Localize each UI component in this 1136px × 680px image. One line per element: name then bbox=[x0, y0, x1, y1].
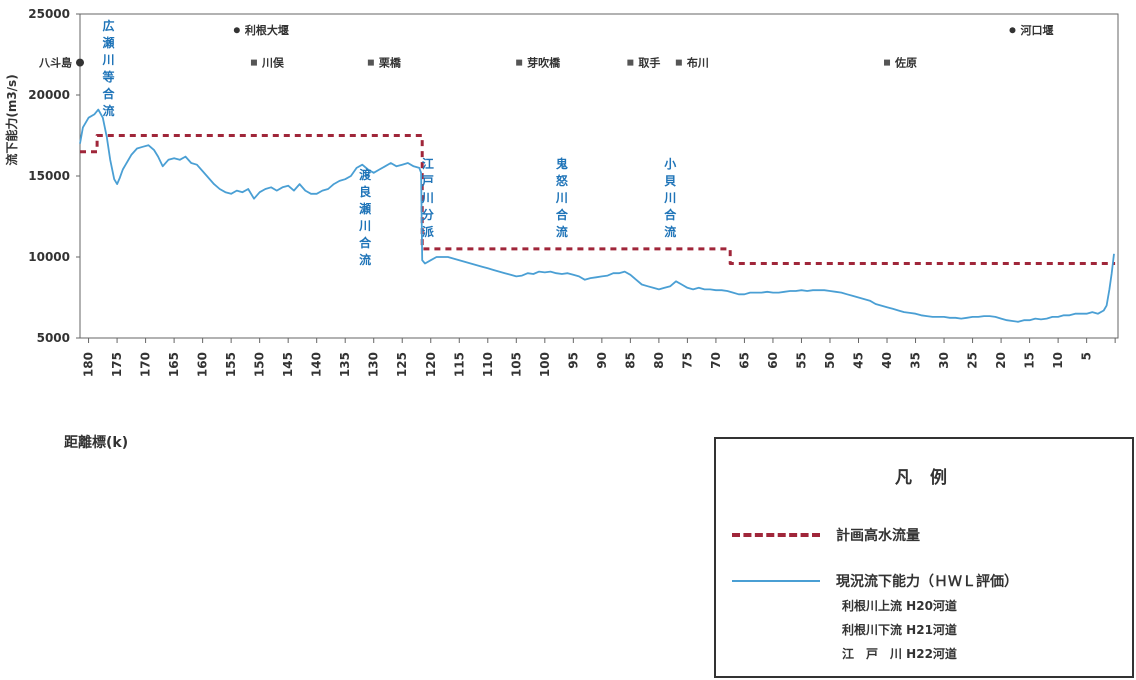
station-marker-circle bbox=[76, 58, 84, 67]
x-tick-label: 40 bbox=[880, 352, 894, 369]
x-tick-label: 5 bbox=[1080, 352, 1094, 360]
station-label: 八斗島 bbox=[38, 56, 72, 70]
confluence-annotation: 小貝川合流 bbox=[663, 156, 677, 239]
x-tick-label: 180 bbox=[82, 352, 96, 377]
x-tick-label: 155 bbox=[224, 352, 238, 377]
series-current-capacity bbox=[79, 108, 1115, 323]
x-tick-label: 115 bbox=[452, 352, 466, 377]
x-tick-label: 75 bbox=[680, 352, 694, 369]
y-tick-label: 25000 bbox=[28, 7, 70, 21]
x-tick-label: 90 bbox=[595, 352, 609, 369]
station-label: 利根大堰 bbox=[245, 23, 289, 37]
x-tick-label: 145 bbox=[281, 352, 295, 377]
legend-title: 凡 例 bbox=[895, 468, 953, 488]
station-label: 佐原 bbox=[894, 56, 917, 70]
y-axis-title: 流下能力(m3/s) bbox=[4, 74, 19, 165]
y-tick-label: 20000 bbox=[28, 88, 70, 102]
x-tick-label: 35 bbox=[909, 352, 923, 369]
legend-current-swatch bbox=[732, 580, 820, 582]
confluence-annotation: 江戸川分派 bbox=[421, 156, 435, 239]
flow-capacity-chart: 5000 10000 15000 20000 25000 流下能力(m3/s) 180 175… bbox=[4, 7, 1119, 377]
station-marker-square bbox=[516, 59, 523, 66]
x-tick-label: 60 bbox=[766, 352, 780, 369]
station-marker-square bbox=[627, 59, 634, 66]
x-tick-label: 55 bbox=[794, 352, 808, 369]
legend-item-planned: 計画高水流量 bbox=[732, 525, 1132, 545]
x-tick-label: 165 bbox=[167, 352, 181, 377]
x-tick-label: 105 bbox=[509, 352, 523, 377]
x-tick-label: 95 bbox=[566, 352, 580, 369]
x-tick-label: 175 bbox=[110, 352, 124, 377]
x-tick-label: 15 bbox=[1023, 352, 1037, 369]
x-tick-label: 135 bbox=[338, 352, 352, 377]
x-tick-label: 170 bbox=[139, 352, 153, 377]
x-tick-label: 85 bbox=[623, 352, 637, 369]
station-label: 川俣 bbox=[261, 56, 285, 70]
y-tick-label: 10000 bbox=[28, 250, 70, 264]
x-tick-label: 45 bbox=[852, 352, 866, 369]
station-marker-square bbox=[675, 59, 682, 66]
x-tick-label: 110 bbox=[481, 352, 495, 377]
series-planned-flow bbox=[80, 134, 1116, 265]
station-label: 栗橋 bbox=[379, 56, 402, 70]
x-tick-label: 65 bbox=[737, 352, 751, 369]
legend-current-label: 現況流下能力（ＨＷＬ評価） bbox=[836, 574, 1018, 590]
station-label: 芽吹橋 bbox=[527, 56, 561, 70]
x-tick-label: 70 bbox=[709, 352, 723, 369]
station-marker-square bbox=[884, 59, 891, 66]
legend-planned-label: 計画高水流量 bbox=[836, 528, 920, 544]
x-tick-label: 125 bbox=[395, 352, 409, 377]
legend-box: 凡 例 計画高水流量 現況流下能力（ＨＷＬ評価） 利根川上流 H20河道 利根川… bbox=[714, 437, 1134, 678]
station-marker-square bbox=[250, 59, 257, 66]
x-tick-label: 140 bbox=[310, 352, 324, 377]
station-label: 布川 bbox=[687, 56, 709, 70]
y-tick-label: 15000 bbox=[28, 169, 70, 183]
x-tick-label: 150 bbox=[253, 352, 267, 377]
confluence-annotation: 渡良瀬川合流 bbox=[358, 167, 372, 267]
legend-sub-upstream: 利根川上流 H20河道 bbox=[842, 599, 957, 613]
station-label: 河口堰 bbox=[1020, 23, 1053, 37]
station-marker-circle bbox=[1009, 27, 1016, 34]
x-tick-label: 130 bbox=[367, 352, 381, 377]
station-marker-square bbox=[367, 59, 374, 66]
x-tick-label: 160 bbox=[196, 352, 210, 377]
x-tick-label: 120 bbox=[424, 352, 438, 377]
legend-sub-downstream: 利根川下流 H21河道 bbox=[842, 623, 957, 637]
x-tick-label: 50 bbox=[823, 352, 837, 369]
x-tick-label: 10 bbox=[1051, 352, 1065, 369]
x-tick-label: 100 bbox=[538, 352, 552, 377]
legend-sub-edogawa: 江 戸 川 H22河道 bbox=[842, 647, 957, 661]
station-marker-circle bbox=[233, 27, 240, 34]
x-tick-label: 25 bbox=[966, 352, 980, 369]
plot-frame bbox=[79, 13, 1119, 339]
confluence-annotation: 鬼怒川合流 bbox=[555, 156, 569, 239]
x-tick-label: 80 bbox=[652, 352, 666, 369]
y-tick-label: 5000 bbox=[37, 331, 70, 345]
legend-planned-swatch bbox=[732, 533, 820, 537]
confluence-annotation: 広瀬川等合流 bbox=[102, 18, 116, 118]
station-label: 取手 bbox=[638, 56, 660, 70]
x-axis-title: 距離標(k) bbox=[64, 435, 129, 451]
legend-item-current: 現況流下能力（ＨＷＬ評価） 利根川上流 H20河道 利根川下流 H21河道 江 … bbox=[732, 571, 1132, 671]
x-tick-label: 30 bbox=[937, 352, 951, 369]
x-tick-label: 20 bbox=[994, 352, 1008, 369]
